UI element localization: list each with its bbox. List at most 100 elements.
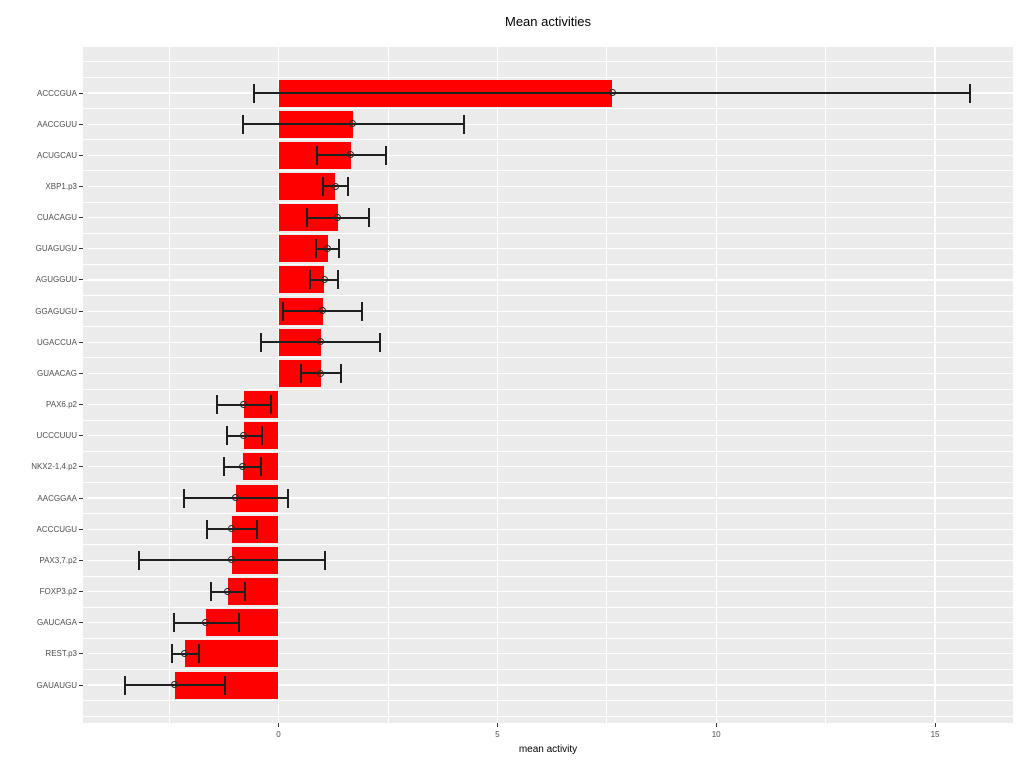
y-tick-label: PAX3,7.p2 — [39, 555, 77, 565]
point-marker — [240, 431, 248, 439]
point-marker — [317, 338, 325, 346]
point-marker — [228, 556, 236, 564]
error-bar-cap-right — [238, 613, 241, 633]
error-bar-cap-left — [315, 145, 318, 165]
y-tickmark — [79, 684, 83, 686]
gridline-major-v — [277, 47, 280, 723]
point-marker — [171, 681, 179, 689]
y-tick-label: GGAGUGU — [35, 306, 77, 316]
gridline-major-h — [83, 123, 1013, 125]
x-tickmark — [715, 723, 717, 727]
gridline-major-v — [496, 47, 498, 723]
error-bar-cap-left — [215, 395, 218, 415]
x-tick-label: 5 — [495, 730, 500, 739]
y-tickmark — [79, 591, 83, 593]
error-bar-cap-right — [340, 363, 343, 383]
x-axis-title: mean activity — [518, 744, 578, 755]
y-tick-label: GAUAUGU — [36, 680, 77, 690]
gridline-major-h — [83, 403, 1013, 406]
gridline-minor-v — [168, 47, 170, 723]
y-tickmark — [79, 310, 83, 312]
gridline-minor-h — [83, 482, 1013, 483]
error-bar-cap-right — [255, 519, 258, 539]
point-marker — [223, 587, 231, 595]
error-bar-cap-left — [172, 613, 175, 633]
y-tick-label: REST.p3 — [45, 649, 77, 659]
gridline-major-h — [83, 653, 1013, 655]
y-tickmark — [79, 528, 83, 530]
error-bar-cap-right — [224, 675, 227, 695]
point-marker — [238, 462, 246, 470]
y-tickmark — [79, 154, 83, 156]
gridline-major-h — [83, 217, 1013, 219]
point-marker — [231, 494, 239, 502]
point-marker — [334, 213, 342, 221]
point-marker — [318, 307, 326, 315]
error-bar-cap-left — [225, 426, 228, 446]
point-marker — [331, 182, 339, 190]
y-tick-label: XBP1.p3 — [45, 181, 77, 191]
gridline-major-h — [83, 435, 1013, 437]
y-tickmark — [79, 185, 83, 187]
gridline-major-h — [83, 185, 1013, 188]
gridline-minor-h — [83, 700, 1013, 701]
point-marker — [347, 151, 355, 159]
gridline-major-h — [83, 372, 1013, 374]
error-bar-cap-right — [260, 426, 263, 446]
point-marker — [181, 649, 189, 657]
point-marker — [608, 89, 616, 97]
gridline-major-v — [715, 47, 717, 723]
gridline-minor-h — [83, 201, 1013, 203]
error-bar-cap-right — [347, 176, 350, 196]
error-bar-cap-right — [361, 301, 364, 321]
gridline-minor-h — [83, 139, 1013, 141]
chart-title: Mean activities — [505, 14, 591, 29]
gridline-minor-h — [83, 263, 1013, 265]
error-bar-cap-right — [287, 488, 290, 508]
error-bar-cap-right — [270, 395, 273, 415]
x-tick-label: 15 — [930, 730, 940, 739]
gridline-major-h — [83, 622, 1013, 624]
point-marker — [320, 276, 328, 284]
y-tick-label: PAX6.p2 — [46, 400, 77, 410]
y-tick-label: UCCCUUU — [36, 431, 77, 441]
gridline-minor-h — [83, 326, 1013, 328]
y-tick-label: FOXP3.p2 — [39, 587, 77, 597]
error-bar-cap-left — [241, 114, 244, 134]
y-tickmark — [79, 497, 83, 499]
point-marker — [227, 525, 235, 533]
error-bar-cap-right — [323, 550, 326, 570]
bar — [185, 640, 279, 668]
error-bar-cap-left — [306, 208, 309, 228]
error-bar-cap-right — [463, 114, 466, 134]
error-bar-cap-right — [337, 270, 340, 290]
x-tickmark — [278, 723, 279, 727]
gridline-major-h — [83, 559, 1013, 561]
gridline-minor-h — [83, 170, 1013, 172]
y-tickmark — [79, 466, 83, 468]
error-bar-cap-left — [281, 301, 284, 321]
gridline-minor-h — [83, 232, 1013, 234]
gridline-major-h — [83, 154, 1013, 156]
error-bar-cap-right — [969, 83, 972, 103]
error-bar-cap-right — [379, 332, 382, 352]
error-bar-cap-right — [368, 208, 371, 228]
gridline-minor-v — [825, 47, 827, 723]
y-tickmark — [79, 653, 83, 655]
error-bar-cap-left — [170, 644, 173, 664]
y-tick-label: GAUCAGA — [36, 618, 77, 628]
gridline-major-h — [83, 684, 1013, 686]
y-tick-label: ACCCGUA — [36, 88, 77, 98]
point-marker — [202, 618, 210, 626]
y-tickmark — [79, 217, 83, 219]
gridline-minor-h — [83, 544, 1013, 546]
y-tick-label: GUAGUGU — [35, 244, 77, 254]
point-marker — [349, 120, 357, 128]
gridline-minor-h — [83, 77, 1013, 78]
gridline-minor-h — [83, 450, 1013, 452]
gridline-major-h — [83, 310, 1013, 312]
point-marker — [323, 244, 331, 252]
gridline-minor-h — [83, 575, 1013, 577]
